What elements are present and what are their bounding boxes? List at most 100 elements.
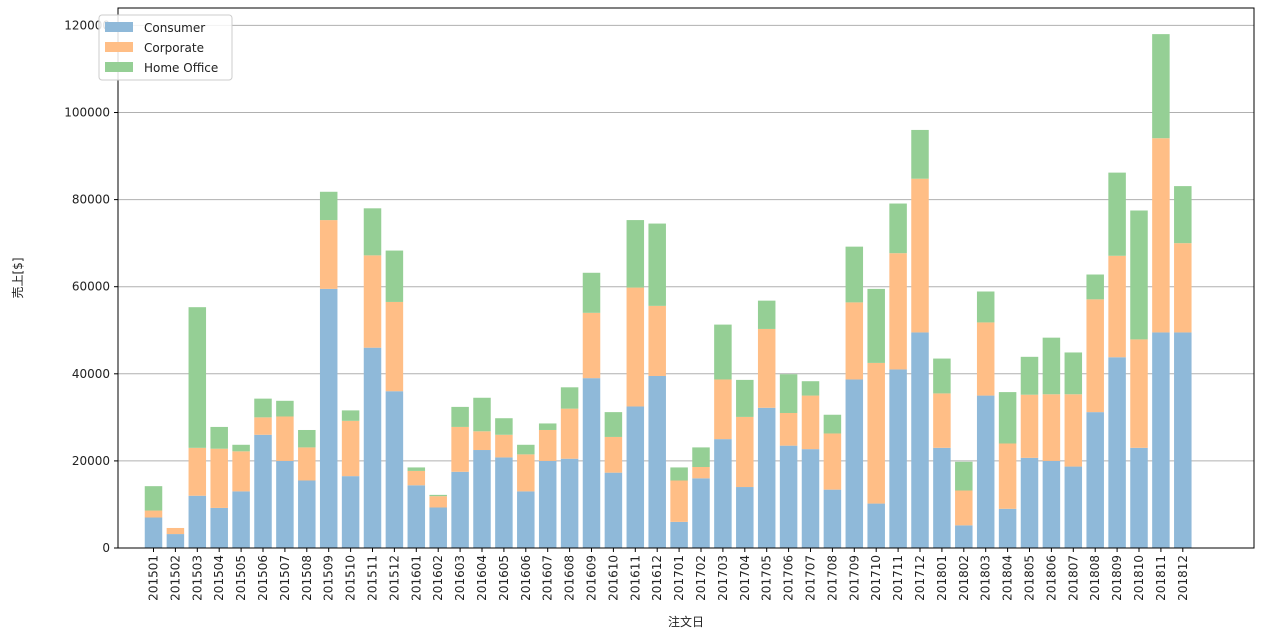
bar-consumer — [385, 391, 404, 548]
x-tick-label: 201710 — [869, 555, 883, 601]
bar-home-office — [626, 220, 645, 288]
x-tick-label: 201703 — [716, 555, 730, 601]
bar-corporate — [517, 454, 535, 492]
bar-home-office — [385, 250, 404, 302]
x-tick-label: 201612 — [650, 555, 664, 601]
bar-consumer — [845, 379, 864, 548]
bar-consumer — [976, 395, 995, 548]
bar-home-office — [779, 374, 798, 413]
bar-home-office — [1064, 352, 1083, 395]
bar-corporate — [429, 496, 447, 508]
bar-home-office — [670, 467, 688, 481]
bar-home-office — [1174, 186, 1192, 244]
x-tick-label: 201809 — [1110, 555, 1124, 601]
bar-consumer — [933, 447, 951, 548]
x-tick-label: 201812 — [1176, 555, 1190, 601]
x-tick-label: 201606 — [519, 555, 533, 601]
x-tick-label: 201609 — [585, 555, 599, 601]
bar-consumer — [998, 508, 1017, 548]
bar-consumer — [1042, 460, 1061, 548]
bar-home-office — [495, 418, 513, 435]
bar-corporate — [889, 253, 907, 370]
x-tick-label: 201604 — [475, 555, 489, 601]
legend: Consumer Corporate Home Office — [98, 14, 233, 81]
bar-corporate — [1108, 255, 1126, 358]
bar-corporate — [254, 417, 272, 435]
bar-home-office — [1130, 210, 1148, 340]
bar-home-office — [254, 398, 272, 418]
bar-corporate — [319, 220, 338, 289]
bar-consumer — [517, 491, 535, 548]
legend-label: Corporate — [144, 41, 204, 55]
bar-home-office — [714, 324, 732, 380]
bar-home-office — [538, 423, 557, 430]
x-axis-ticks: 201501 201502 201503 201504 201505 201506 2015… — [147, 548, 1190, 601]
x-tick-label: 201701 — [672, 555, 686, 601]
bar-corporate — [757, 328, 776, 408]
x-tick-label: 201503 — [190, 555, 204, 601]
bar-consumer — [757, 407, 776, 548]
legend-swatch — [105, 42, 133, 52]
x-tick-label: 201803 — [979, 555, 993, 601]
bar-consumer — [144, 517, 163, 548]
bar-corporate — [1152, 138, 1170, 333]
bar-home-office — [363, 208, 382, 256]
bar-corporate — [845, 302, 864, 380]
x-tick-label: 201510 — [344, 555, 358, 601]
bar-consumer — [363, 347, 382, 548]
y-tick-label: 100000 — [64, 106, 110, 120]
bar-consumer — [692, 478, 710, 548]
x-tick-label: 201607 — [541, 555, 555, 601]
bar-corporate — [714, 379, 732, 440]
bar-home-office — [736, 379, 754, 417]
bar-corporate — [451, 426, 469, 472]
bar-consumer — [1108, 357, 1126, 548]
bar-consumer — [298, 480, 316, 548]
x-tick-label: 201605 — [497, 555, 511, 601]
bar-home-office — [517, 444, 535, 455]
bar-corporate — [144, 510, 163, 518]
bar-consumer — [495, 457, 513, 548]
y-tick-label: 0 — [102, 541, 110, 555]
bar-corporate — [385, 301, 404, 392]
bar-home-office — [801, 381, 820, 396]
bar-home-office — [692, 447, 710, 467]
bar-consumer — [188, 495, 207, 548]
bar-home-office — [976, 291, 995, 323]
bar-corporate — [933, 393, 951, 448]
bar-home-office — [232, 444, 250, 452]
bar-corporate — [276, 416, 294, 461]
bar-corporate — [232, 451, 250, 492]
bar-home-office — [429, 494, 447, 497]
x-tick-label: 201704 — [738, 555, 752, 601]
bar-corporate — [626, 287, 645, 407]
x-tick-label: 201501 — [147, 555, 161, 601]
bar-corporate — [166, 527, 185, 535]
bar-consumer — [823, 489, 842, 548]
bar-corporate — [823, 433, 842, 490]
bar-corporate — [648, 305, 666, 376]
x-tick-label: 201601 — [409, 555, 423, 601]
x-tick-label: 201511 — [366, 555, 380, 601]
bar-consumer — [254, 434, 272, 548]
bar-home-office — [298, 429, 316, 448]
bar-corporate — [1064, 394, 1083, 467]
bar-corporate — [473, 431, 491, 451]
x-tick-label: 201712 — [913, 555, 927, 601]
x-tick-label: 201512 — [387, 555, 401, 601]
bar-consumer — [276, 460, 294, 548]
bar-consumer — [210, 507, 228, 548]
bar-consumer — [451, 471, 469, 548]
bar-consumer — [166, 534, 185, 548]
x-tick-label: 201602 — [431, 555, 445, 601]
bar-home-office — [1152, 34, 1170, 139]
bar-corporate — [911, 178, 929, 333]
x-tick-label: 201806 — [1044, 555, 1058, 601]
bar-home-office — [998, 392, 1017, 444]
x-tick-label: 201708 — [825, 555, 839, 601]
bar-consumer — [429, 507, 447, 548]
bar-home-office — [341, 410, 360, 421]
x-tick-label: 201509 — [322, 555, 336, 601]
bar-corporate — [955, 490, 973, 526]
x-tick-label: 201603 — [453, 555, 467, 601]
